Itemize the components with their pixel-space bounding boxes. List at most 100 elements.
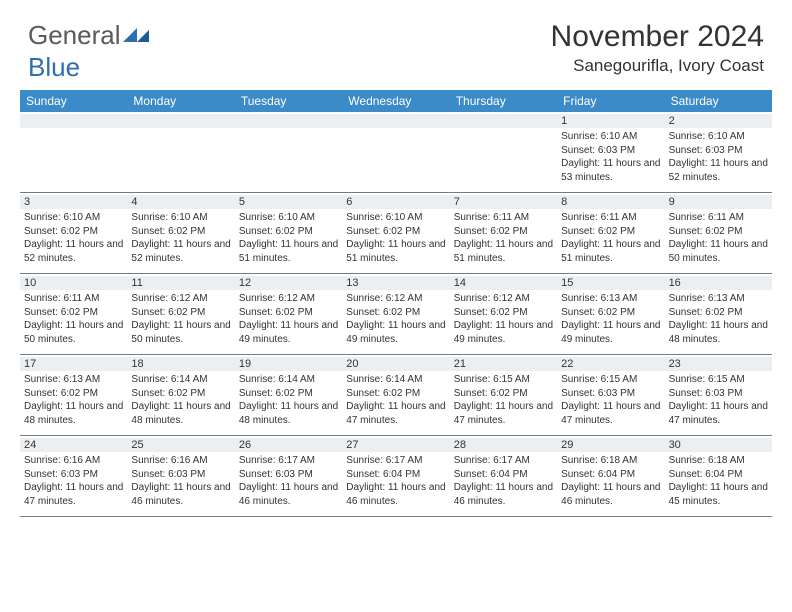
day-cell [235,112,342,192]
sun-info: Sunrise: 6:13 AMSunset: 6:02 PMDaylight:… [24,373,123,427]
sun-info: Sunrise: 6:15 AMSunset: 6:03 PMDaylight:… [561,373,660,427]
day-cell: 16 Sunrise: 6:13 AMSunset: 6:02 PMDayligh… [665,274,772,354]
day-number: 12 [235,276,342,290]
sun-info: Sunrise: 6:13 AMSunset: 6:02 PMDaylight:… [669,292,768,346]
day-number: 26 [235,438,342,452]
sun-info: Sunrise: 6:18 AMSunset: 6:04 PMDaylight:… [561,454,660,508]
sun-info: Sunrise: 6:10 AMSunset: 6:02 PMDaylight:… [239,211,338,265]
sun-info: Sunrise: 6:12 AMSunset: 6:02 PMDaylight:… [239,292,338,346]
week-row: 17 Sunrise: 6:13 AMSunset: 6:02 PMDayligh… [20,355,772,436]
sun-info: Sunrise: 6:16 AMSunset: 6:03 PMDaylight:… [131,454,230,508]
day-number: 11 [127,276,234,290]
logo-text-blue: Blue [28,52,80,83]
day-cell: 8Sunrise: 6:11 AMSunset: 6:02 PMDaylight… [557,193,664,273]
day-number: 6 [342,195,449,209]
week-row: 1 Sunrise: 6:10 AMSunset: 6:03 PMDaylight… [20,112,772,193]
day-number: 3 [20,195,127,209]
day-cell: 4 Sunrise: 6:10 AMSunset: 6:02 PMDaylight… [127,193,234,273]
day-cell: 22 Sunrise: 6:15 AMSunset: 6:03 PMDayligh… [557,355,664,435]
day-cell: 18 Sunrise: 6:14 AMSunset: 6:02 PMDayligh… [127,355,234,435]
day-number: 17 [20,357,127,371]
day-cell: 10Sunrise: 6:11 AMSunset: 6:02 PMDayligh… [20,274,127,354]
day-cell [20,112,127,192]
week-row: 24Sunrise: 6:16 AMSunset: 6:03 PMDayligh… [20,436,772,517]
day-number: 14 [450,276,557,290]
empty-day-band [450,114,557,128]
day-number: 27 [342,438,449,452]
day-cell: 28 Sunrise: 6:17 AMSunset: 6:04 PMDayligh… [450,436,557,516]
sun-info: Sunrise: 6:12 AMSunset: 6:02 PMDaylight:… [454,292,553,346]
day-header: Tuesday [235,90,342,112]
title-block: November 2024 Sanegourifla, Ivory Coast [551,20,764,76]
day-cell: 25 Sunrise: 6:16 AMSunset: 6:03 PMDayligh… [127,436,234,516]
day-number: 19 [235,357,342,371]
day-cell: 21Sunrise: 6:15 AMSunset: 6:02 PMDayligh… [450,355,557,435]
sun-info: Sunrise: 6:11 AMSunset: 6:02 PMDaylight:… [561,211,660,265]
day-cell: 17 Sunrise: 6:13 AMSunset: 6:02 PMDayligh… [20,355,127,435]
day-header: Wednesday [342,90,449,112]
day-cell [342,112,449,192]
month-title: November 2024 [551,20,764,54]
day-header: Saturday [665,90,772,112]
logo: General [28,20,151,51]
sun-info: Sunrise: 6:18 AMSunset: 6:04 PMDaylight:… [669,454,768,508]
day-cell: 26 Sunrise: 6:17 AMSunset: 6:03 PMDayligh… [235,436,342,516]
sun-info: Sunrise: 6:10 AMSunset: 6:03 PMDaylight:… [669,130,768,184]
logo-icon [123,20,151,40]
day-number: 15 [557,276,664,290]
day-cell: 29Sunrise: 6:18 AMSunset: 6:04 PMDayligh… [557,436,664,516]
day-number: 5 [235,195,342,209]
sun-info: Sunrise: 6:13 AMSunset: 6:02 PMDaylight:… [561,292,660,346]
empty-day-band [235,114,342,128]
day-cell: 24Sunrise: 6:16 AMSunset: 6:03 PMDayligh… [20,436,127,516]
day-header: Friday [557,90,664,112]
sun-info: Sunrise: 6:10 AMSunset: 6:02 PMDaylight:… [131,211,230,265]
sun-info: Sunrise: 6:14 AMSunset: 6:02 PMDaylight:… [346,373,445,427]
week-row: 3 Sunrise: 6:10 AMSunset: 6:02 PMDaylight… [20,193,772,274]
day-number: 1 [557,114,664,128]
sun-info: Sunrise: 6:11 AMSunset: 6:02 PMDaylight:… [669,211,768,265]
sun-info: Sunrise: 6:16 AMSunset: 6:03 PMDaylight:… [24,454,123,508]
day-number: 13 [342,276,449,290]
sun-info: Sunrise: 6:10 AMSunset: 6:02 PMDaylight:… [346,211,445,265]
day-cell: 12 Sunrise: 6:12 AMSunset: 6:02 PMDayligh… [235,274,342,354]
day-cell: 23 Sunrise: 6:15 AMSunset: 6:03 PMDayligh… [665,355,772,435]
day-number: 4 [127,195,234,209]
day-header: Thursday [450,90,557,112]
day-header-row: SundayMondayTuesdayWednesdayThursdayFrid… [20,90,772,112]
week-row: 10Sunrise: 6:11 AMSunset: 6:02 PMDayligh… [20,274,772,355]
sun-info: Sunrise: 6:12 AMSunset: 6:02 PMDaylight:… [346,292,445,346]
sun-info: Sunrise: 6:17 AMSunset: 6:04 PMDaylight:… [454,454,553,508]
sun-info: Sunrise: 6:15 AMSunset: 6:02 PMDaylight:… [454,373,553,427]
day-cell: 20Sunrise: 6:14 AMSunset: 6:02 PMDayligh… [342,355,449,435]
day-cell: 27Sunrise: 6:17 AMSunset: 6:04 PMDayligh… [342,436,449,516]
day-number: 16 [665,276,772,290]
sun-info: Sunrise: 6:10 AMSunset: 6:03 PMDaylight:… [561,130,660,184]
sun-info: Sunrise: 6:12 AMSunset: 6:02 PMDaylight:… [131,292,230,346]
day-number: 18 [127,357,234,371]
day-cell: 5 Sunrise: 6:10 AMSunset: 6:02 PMDaylight… [235,193,342,273]
day-number: 25 [127,438,234,452]
day-number: 30 [665,438,772,452]
sun-info: Sunrise: 6:15 AMSunset: 6:03 PMDaylight:… [669,373,768,427]
day-number: 22 [557,357,664,371]
day-number: 28 [450,438,557,452]
sun-info: Sunrise: 6:11 AMSunset: 6:02 PMDaylight:… [454,211,553,265]
sun-info: Sunrise: 6:10 AMSunset: 6:02 PMDaylight:… [24,211,123,265]
sun-info: Sunrise: 6:17 AMSunset: 6:03 PMDaylight:… [239,454,338,508]
logo-text-general: General [28,20,121,51]
day-cell: 3 Sunrise: 6:10 AMSunset: 6:02 PMDaylight… [20,193,127,273]
day-number: 7 [450,195,557,209]
day-cell: 19Sunrise: 6:14 AMSunset: 6:02 PMDayligh… [235,355,342,435]
empty-day-band [342,114,449,128]
day-number: 10 [20,276,127,290]
day-cell: 7 Sunrise: 6:11 AMSunset: 6:02 PMDaylight… [450,193,557,273]
day-cell: 15 Sunrise: 6:13 AMSunset: 6:02 PMDayligh… [557,274,664,354]
day-cell: 11 Sunrise: 6:12 AMSunset: 6:02 PMDayligh… [127,274,234,354]
sun-info: Sunrise: 6:14 AMSunset: 6:02 PMDaylight:… [131,373,230,427]
day-cell: 2Sunrise: 6:10 AMSunset: 6:03 PMDaylight… [665,112,772,192]
day-number: 9 [665,195,772,209]
calendar: SundayMondayTuesdayWednesdayThursdayFrid… [20,90,772,517]
day-cell: 1 Sunrise: 6:10 AMSunset: 6:03 PMDaylight… [557,112,664,192]
day-number: 23 [665,357,772,371]
